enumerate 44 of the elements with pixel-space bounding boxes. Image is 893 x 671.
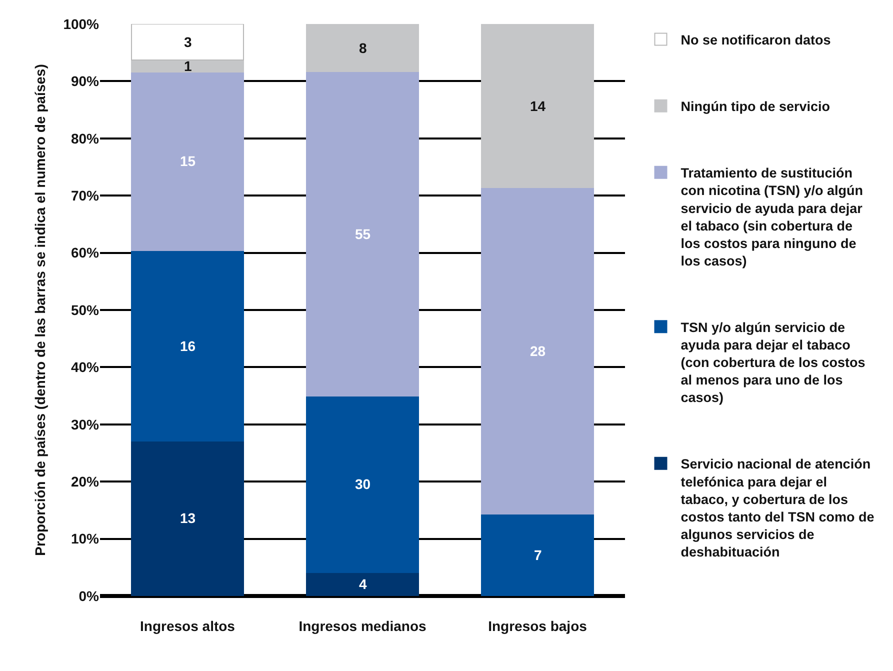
annotation: 15: [180, 153, 196, 169]
bar: [131, 72, 244, 252]
y-tick-label: 60%: [70, 244, 100, 261]
y-tick-label: 80%: [70, 130, 100, 146]
y-tick-label: 0%: [78, 588, 100, 604]
y-axis-title: Proporción de países (dentro de las barras se indica el numero de países): [32, 64, 48, 556]
x-tick-label: Ingresos altos: [140, 618, 236, 634]
annotation: 3: [184, 34, 192, 50]
y-tick-label: 40%: [70, 359, 100, 376]
annotation: 16: [180, 338, 196, 354]
y-tick-label: 70%: [70, 188, 100, 204]
bar: [306, 572, 419, 596]
bar: [131, 250, 244, 442]
y-tick-label: 20%: [70, 474, 100, 490]
bar: [306, 395, 419, 574]
bar: [306, 24, 419, 72]
y-tick-label: 30%: [70, 416, 100, 432]
annotation: 7: [534, 547, 542, 563]
annotation: 14: [530, 98, 546, 114]
bar: [481, 24, 594, 188]
y-tick-label: 10%: [70, 530, 100, 547]
bar: [131, 440, 244, 596]
bar: [306, 70, 419, 396]
bar: [481, 514, 594, 596]
legend-label: Tratamiento de sustitución con nicotina (TSN) y/o algún servicio de ayuda para dejar el tabaco (sin cobertura de los costos para ninguno de los casos): [680, 166, 864, 268]
bar: [131, 60, 244, 73]
annotation: 4: [359, 576, 367, 592]
x-tick-label: Ingresos medianos: [298, 618, 427, 634]
annotation: 28: [530, 343, 546, 359]
annotation: 8: [359, 40, 367, 56]
annotation: 30: [355, 476, 371, 492]
bar: [481, 187, 594, 515]
y-tick-label: 50%: [70, 302, 100, 318]
annotation: 1: [184, 58, 192, 74]
legend-label: Ningún tipo de servicio: [680, 99, 830, 114]
y-tick-label: 100%: [63, 16, 100, 32]
x-tick-label: Ingresos bajos: [488, 618, 588, 634]
legend-label: TSN y/o algún servicio de ayuda para dejar el tabaco (con cobertura de los costos al menos para uno de los casos): [680, 320, 866, 406]
legend-label: No se notificaron datos: [680, 32, 831, 48]
bar: [131, 24, 244, 61]
legend-label: Servicio nacional de atención telefónica para dejar el tabaco, y cobertura de los costos tanto del TSN como de algunos servicios de deshabituación: [680, 456, 875, 560]
annotation: 13: [180, 510, 196, 526]
annotation: 55: [355, 226, 371, 242]
y-tick-label: 90%: [70, 73, 100, 90]
